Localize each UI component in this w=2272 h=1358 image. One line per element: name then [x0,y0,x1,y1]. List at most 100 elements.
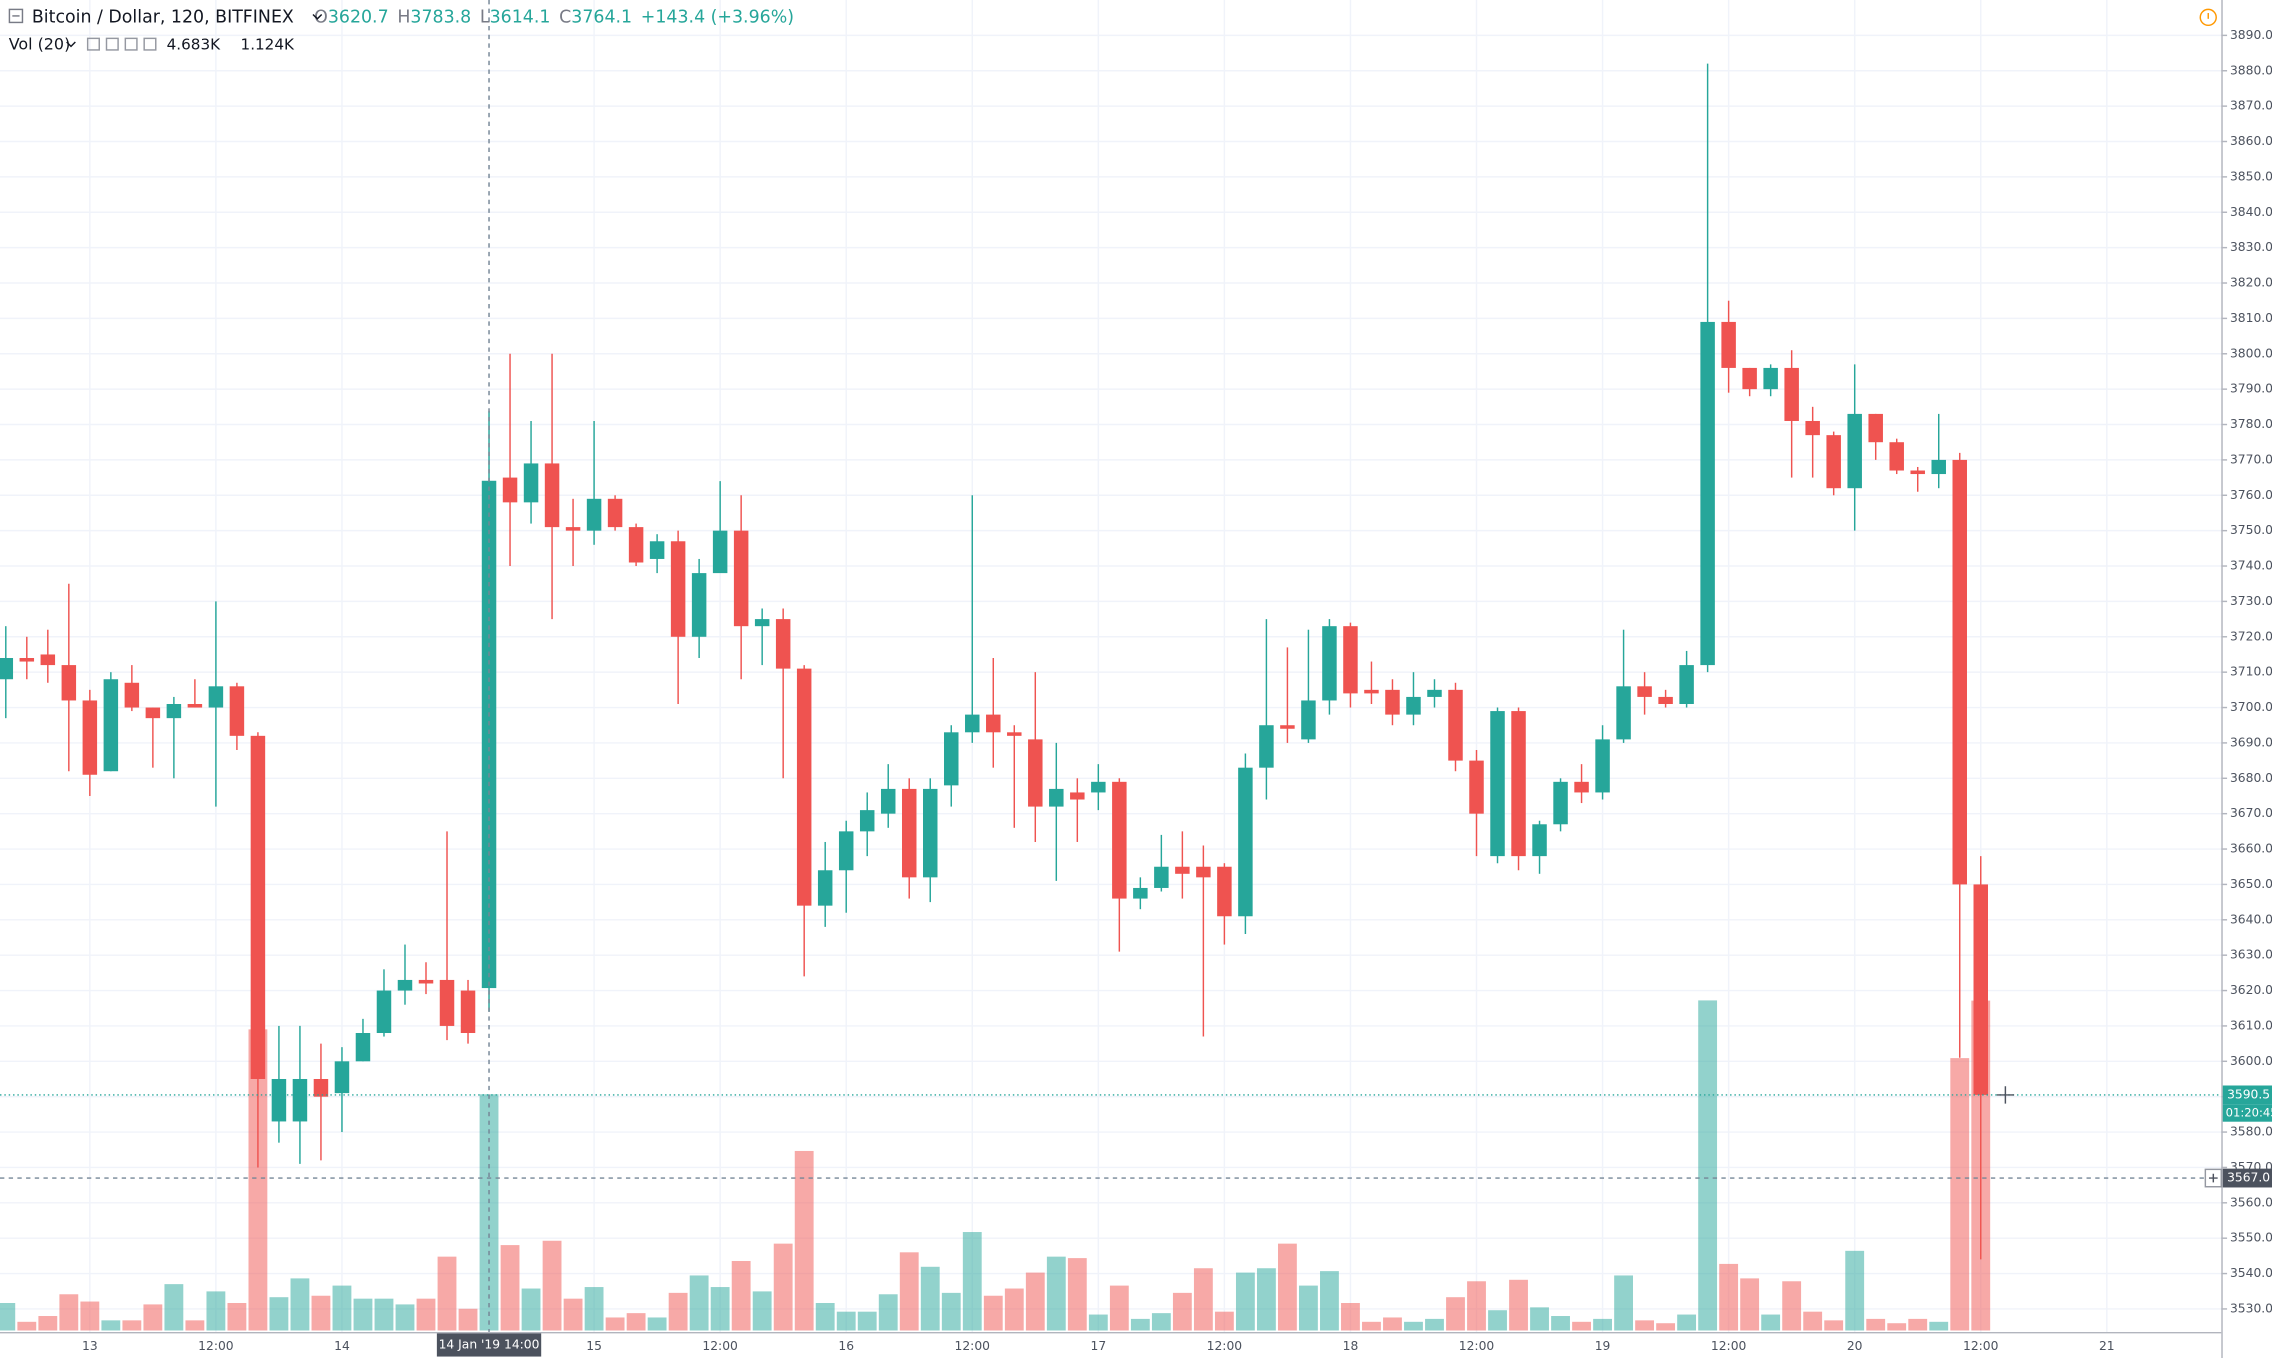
volume-dropdown[interactable] [66,41,76,48]
candle-body [1112,781,1127,899]
volume-bar [1866,1318,1886,1331]
candle-body [1847,413,1862,489]
y-tick-label: 3760.0 [2230,488,2272,502]
candle-body [376,990,392,1034]
candle-body [1385,689,1400,715]
candle-body [586,498,602,531]
info-icon[interactable] [2199,8,2217,27]
symbol-title[interactable]: Bitcoin / Dollar, 120, BITFINEX [32,7,294,27]
symbol-dropdown[interactable] [312,13,323,20]
crosshair-price-box [2222,1168,2272,1188]
candle-body [1532,824,1547,857]
volume-bar [1046,1256,1066,1331]
volume-bar [899,1252,919,1331]
icon-settings[interactable] [105,37,119,51]
candle-body [1028,739,1043,807]
y-tick-label: 3870.0 [2230,99,2272,113]
crosshair-add-icon [2208,1173,2218,1183]
candle-body [754,619,770,627]
y-tick-label: 3880.0 [2230,63,2272,77]
candle-body [880,788,896,814]
candle-body [1511,711,1526,857]
volume-bar [794,1150,814,1331]
collapse-icon[interactable] [8,8,24,24]
volume-bar [290,1278,310,1331]
icon-add[interactable] [124,37,138,51]
x-tick-label: 21 [2099,1339,2115,1353]
volume-bar [1803,1311,1823,1331]
candle-body [986,714,1001,733]
volume-bar [1761,1314,1781,1331]
candle-body [1154,866,1169,888]
volume-bar [521,1288,541,1331]
icon-remove[interactable] [143,37,157,51]
volume-bar [17,1321,37,1331]
y-tick-label: 3710.0 [2230,665,2272,679]
candle-layer [0,63,1988,1260]
candle-body [817,870,833,906]
x-tick-label: 19 [1595,1339,1611,1353]
last-price-box [2222,1085,2272,1105]
y-tick-label: 3640.0 [2230,912,2272,926]
x-tick-label: 15 [586,1339,602,1353]
candle-body [418,979,434,984]
volume-bar [1320,1271,1339,1331]
volume-bar [1025,1272,1045,1331]
volume-bar [1929,1321,1949,1331]
candle-body [1280,725,1295,729]
ohlc-value: 3783.8 [410,7,471,27]
x-tick-label: 12:00 [198,1339,233,1353]
candle-body [691,573,707,637]
candle-body [103,679,119,772]
volume-bar [815,1303,835,1331]
candle-body [1217,866,1232,917]
axes: 3530.03540.03550.03560.03570.03580.03590… [82,28,2272,1357]
candle-body [313,1078,329,1097]
x-tick-label: 12:00 [1711,1339,1746,1353]
icon-eye[interactable] [86,37,100,51]
candle-body [1721,321,1736,368]
volume-value: 4.683K [167,35,222,53]
volume-ma-value: 1.124K [241,35,296,53]
volume-bar [1719,1263,1739,1331]
volume-bar [920,1266,940,1331]
volume-bar [59,1294,79,1331]
candle-body [565,527,581,531]
candle-body [1805,420,1820,436]
candle-body [1763,367,1778,390]
volume-bar [1446,1297,1465,1331]
volume-bar [1677,1314,1697,1331]
volume-bar [500,1245,520,1331]
volume-bar [836,1311,856,1331]
candle-body [544,463,560,528]
candle-body [1952,459,1967,885]
y-tick-label: 3720.0 [2230,629,2272,643]
volume-bar [1130,1318,1150,1331]
volume-bar [605,1317,625,1331]
study-icons [86,37,157,51]
y-tick-label: 3550.0 [2230,1231,2272,1245]
volume-bar [1509,1279,1528,1331]
volume-title[interactable]: Vol (20) [9,34,71,53]
y-tick-label: 3670.0 [2230,806,2272,820]
volume-bar [1299,1285,1318,1331]
volume-bar [983,1295,1003,1331]
countdown-label: 01:20:45 [2226,1106,2272,1120]
candle-body [1826,435,1841,489]
volume-bar [542,1240,562,1331]
candle-body [124,682,140,708]
y-tick-label: 3830.0 [2230,240,2272,254]
candle-body [1931,459,1946,475]
volume-bar [1845,1250,1865,1331]
volume-bar [1908,1318,1928,1331]
candle-body [481,480,497,989]
ohlc-key: C [559,7,571,27]
candle-body [334,1061,350,1094]
x-tick-label: 12:00 [955,1339,990,1353]
candle-body [1784,367,1799,421]
y-tick-label: 3560.0 [2230,1195,2272,1209]
last-price-label: 3590.5 [2227,1087,2270,1101]
candle-body [250,735,266,1079]
candle-body [1175,866,1190,874]
